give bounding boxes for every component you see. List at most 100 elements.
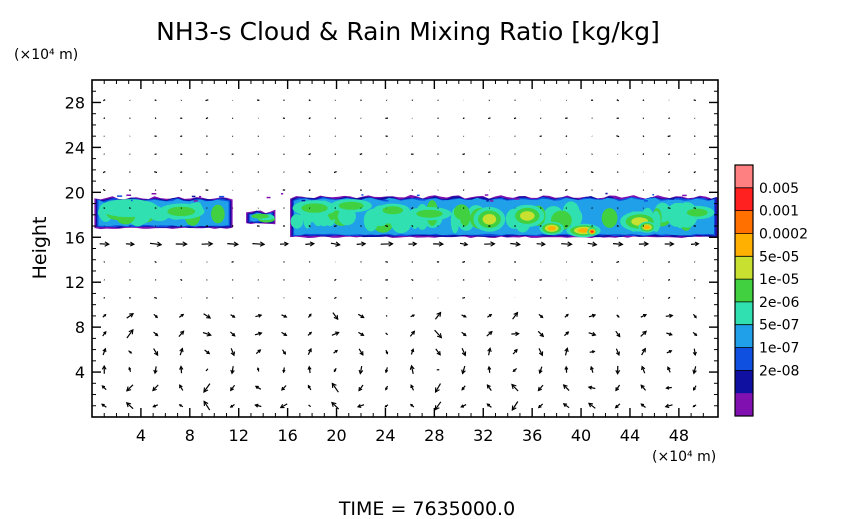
wind-vector: [305, 241, 316, 247]
wind-vector: [665, 386, 672, 390]
wind-vector: [308, 261, 311, 263]
cloud-fragment: [281, 193, 284, 195]
wind-vector: [308, 296, 312, 299]
wind-vector: [692, 313, 697, 319]
wind-vector: [640, 313, 648, 318]
colorbar-label: 5e-05: [759, 249, 799, 265]
wind-vector: [282, 367, 286, 374]
cloud-fragment: [301, 199, 306, 202]
wind-vector: [692, 366, 697, 375]
wind-vector: [128, 350, 133, 354]
wind-vector: [125, 402, 134, 410]
wind-vector: [587, 241, 598, 247]
wind-vector: [693, 135, 696, 138]
cloud-contour-band: [666, 202, 688, 227]
wind-vector: [693, 385, 697, 391]
wind-vector: [175, 241, 188, 247]
wind-vector: [333, 349, 338, 354]
wind-vector: [283, 279, 285, 281]
wind-vector: [356, 241, 367, 247]
cloud-segment: [246, 209, 276, 225]
wind-vector: [612, 241, 624, 247]
wind-vector: [589, 350, 596, 354]
wind-vector: [334, 135, 336, 137]
wind-vector: [410, 384, 415, 391]
colorbar-swatch: [735, 165, 753, 189]
wind-vector: [564, 313, 569, 318]
cloud-cell-contour: [686, 208, 708, 217]
wind-vector: [462, 153, 466, 156]
wind-vector: [103, 99, 106, 102]
wind-vector: [102, 347, 107, 356]
wind-vector: [154, 117, 157, 120]
wind-vector: [539, 297, 542, 299]
wind-vector: [254, 385, 262, 390]
wind-vector: [179, 365, 184, 374]
wind-vector: [484, 241, 496, 247]
wind-vector: [384, 367, 389, 374]
colorbar-swatch: [735, 279, 753, 303]
wind-vector: [101, 364, 107, 374]
wind-vector: [154, 171, 158, 174]
wind-vector: [665, 313, 674, 318]
cloud-fragment: [126, 194, 132, 196]
wind-vector: [257, 279, 259, 281]
wind-vector: [693, 207, 696, 209]
wind-vector: [588, 402, 596, 409]
x-tick-label: 40: [571, 426, 591, 445]
cloud-fragment: [383, 199, 389, 202]
colorbar-swatch: [735, 233, 753, 257]
colorbar-label: 0.005: [759, 181, 799, 197]
cloud-fragment: [652, 194, 655, 196]
colorbar-swatch: [735, 210, 753, 234]
wind-vector: [667, 135, 671, 138]
wind-vector: [616, 135, 620, 138]
wind-vector: [693, 171, 696, 174]
plot-background: [92, 80, 718, 417]
wind-vector: [153, 313, 159, 319]
wind-vector: [101, 403, 107, 408]
wind-vector: [488, 261, 491, 263]
wind-vector: [538, 313, 544, 319]
wind-vector: [125, 384, 134, 392]
wind-vector: [126, 328, 134, 339]
y-unit-label: (×10⁴ m): [14, 47, 78, 63]
wind-vector: [128, 366, 132, 372]
wind-vector: [409, 364, 415, 375]
wind-vector: [641, 347, 646, 356]
wind-vector: [230, 348, 236, 357]
wind-vector: [205, 225, 209, 227]
colorbar-swatch: [735, 256, 753, 280]
wind-vector: [562, 384, 570, 392]
wind-vector: [334, 296, 337, 300]
wind-vector: [512, 367, 518, 373]
wind-vector: [488, 117, 491, 120]
wind-vector: [254, 403, 262, 408]
wind-vector: [591, 207, 593, 209]
cloud-cell-contour: [416, 209, 443, 218]
wind-vector: [591, 153, 593, 155]
wind-vector: [154, 99, 157, 102]
wind-vector: [614, 403, 621, 409]
x-tick-label: 24: [375, 426, 395, 445]
x-tick-label: 28: [424, 426, 444, 445]
cloud-cell: [587, 227, 597, 236]
cloud-fragment: [669, 198, 675, 200]
wind-vector: [178, 313, 185, 318]
wind-vector: [437, 99, 439, 101]
x-tick-label: 8: [185, 426, 195, 445]
colorbar: 0.005 0.001 0.0002 5e-05 1e-05 2e-06 5e-07 1e-0…: [734, 164, 808, 417]
wind-vector: [561, 241, 573, 247]
wind-vector: [255, 349, 262, 355]
wind-vector: [462, 279, 465, 281]
wind-vector: [308, 279, 311, 281]
wind-vector: [179, 347, 184, 356]
wind-vector: [230, 384, 236, 392]
wind-vector: [486, 330, 493, 337]
wind-vector: [690, 241, 700, 247]
wind-vector: [510, 241, 521, 247]
wind-vector: [616, 207, 619, 209]
x-tick-label: 36: [522, 426, 542, 445]
wind-vector: [640, 403, 646, 408]
wind-vector: [308, 225, 311, 228]
